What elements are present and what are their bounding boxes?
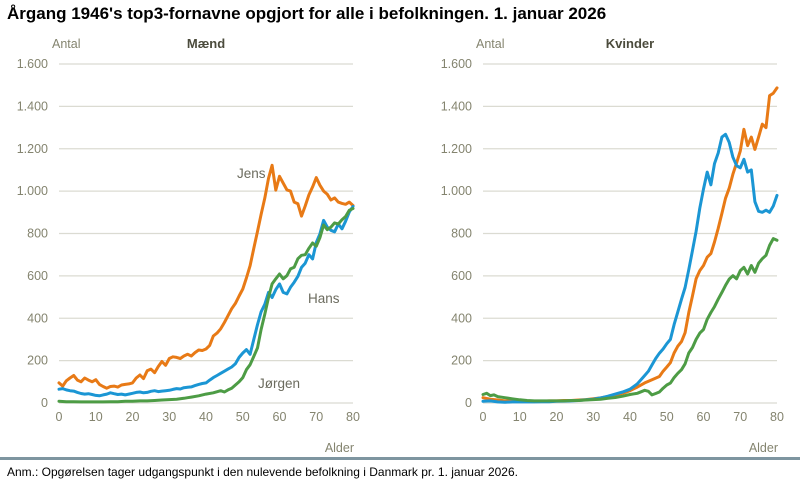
x-tick-label: 50 bbox=[236, 410, 250, 424]
y-tick-label: 800 bbox=[27, 227, 48, 241]
x-tick-label: 40 bbox=[623, 410, 637, 424]
series-label-jens: Jens bbox=[237, 166, 266, 181]
y-tick-label: 1.600 bbox=[17, 57, 48, 71]
y-tick-label: 200 bbox=[451, 354, 472, 368]
x-tick-label: 50 bbox=[660, 410, 674, 424]
y-tick-label: 1.000 bbox=[441, 184, 472, 198]
x-tick-label: 60 bbox=[697, 410, 711, 424]
y-tick-label: 600 bbox=[27, 269, 48, 283]
y-tick-label: 800 bbox=[451, 227, 472, 241]
series-line-jens bbox=[57, 163, 355, 390]
y-axis-unit-label-kvinder: Antal bbox=[476, 37, 505, 51]
series-label-jørgen: Jørgen bbox=[258, 376, 300, 391]
y-tick-label: 200 bbox=[27, 354, 48, 368]
x-tick-label: 0 bbox=[56, 410, 63, 424]
chart-canvas-maend: 0 200 400 600 800 1.000 1.200 1.400 1.600 0 10 20 30… bbox=[17, 57, 360, 424]
chart-title-maend: Mænd bbox=[186, 36, 226, 51]
x-tick-label: 70 bbox=[309, 410, 323, 424]
x-tick-label: 80 bbox=[346, 410, 360, 424]
y-tick-label: 1.200 bbox=[441, 142, 472, 156]
y-tick-label: 1.400 bbox=[17, 99, 48, 113]
y-tick-label: 0 bbox=[465, 396, 472, 410]
series-line-hans bbox=[57, 204, 355, 398]
x-tick-label: 30 bbox=[586, 410, 600, 424]
x-tick-label: 20 bbox=[126, 410, 140, 424]
series-line-inge bbox=[481, 237, 779, 403]
page-title: Årgang 1946's top3-fornavne opgjort for … bbox=[7, 4, 607, 23]
x-tick-label: 10 bbox=[513, 410, 527, 424]
x-tick-label: 10 bbox=[89, 410, 103, 424]
x-tick-label: 80 bbox=[770, 410, 784, 424]
footer-divider bbox=[0, 457, 800, 460]
x-tick-label: 0 bbox=[480, 410, 487, 424]
x-tick-label: 40 bbox=[199, 410, 213, 424]
y-tick-label: 1.000 bbox=[17, 184, 48, 198]
series-label-hans: Hans bbox=[308, 291, 340, 306]
y-axis-unit-label-maend: Antal bbox=[52, 37, 81, 51]
x-tick-label: 60 bbox=[273, 410, 287, 424]
footnote: Anm.: Opgørelsen tager udgangspunkt i de… bbox=[7, 465, 518, 479]
x-tick-label: 70 bbox=[733, 410, 747, 424]
x-tick-label: 30 bbox=[162, 410, 176, 424]
y-tick-label: 1.400 bbox=[441, 99, 472, 113]
y-tick-label: 600 bbox=[451, 269, 472, 283]
x-axis-label-kvinder: Alder bbox=[748, 441, 778, 455]
y-tick-label: 1.200 bbox=[17, 142, 48, 156]
y-tick-label: 400 bbox=[451, 311, 472, 325]
y-tick-label: 400 bbox=[27, 311, 48, 325]
x-tick-label: 20 bbox=[550, 410, 564, 424]
x-axis-label-maend: Alder bbox=[324, 441, 354, 455]
y-tick-label: 0 bbox=[41, 396, 48, 410]
y-tick-label: 1.600 bbox=[441, 57, 472, 71]
chart-title-kvinder: Kvinder bbox=[605, 36, 655, 51]
series-line-kirsten bbox=[481, 86, 779, 403]
chart-canvas-kvinder: 0 200 400 600 800 1.000 1.200 1.400 1.600 0 10 20 30… bbox=[441, 57, 784, 424]
series-line-jørgen bbox=[57, 207, 355, 404]
